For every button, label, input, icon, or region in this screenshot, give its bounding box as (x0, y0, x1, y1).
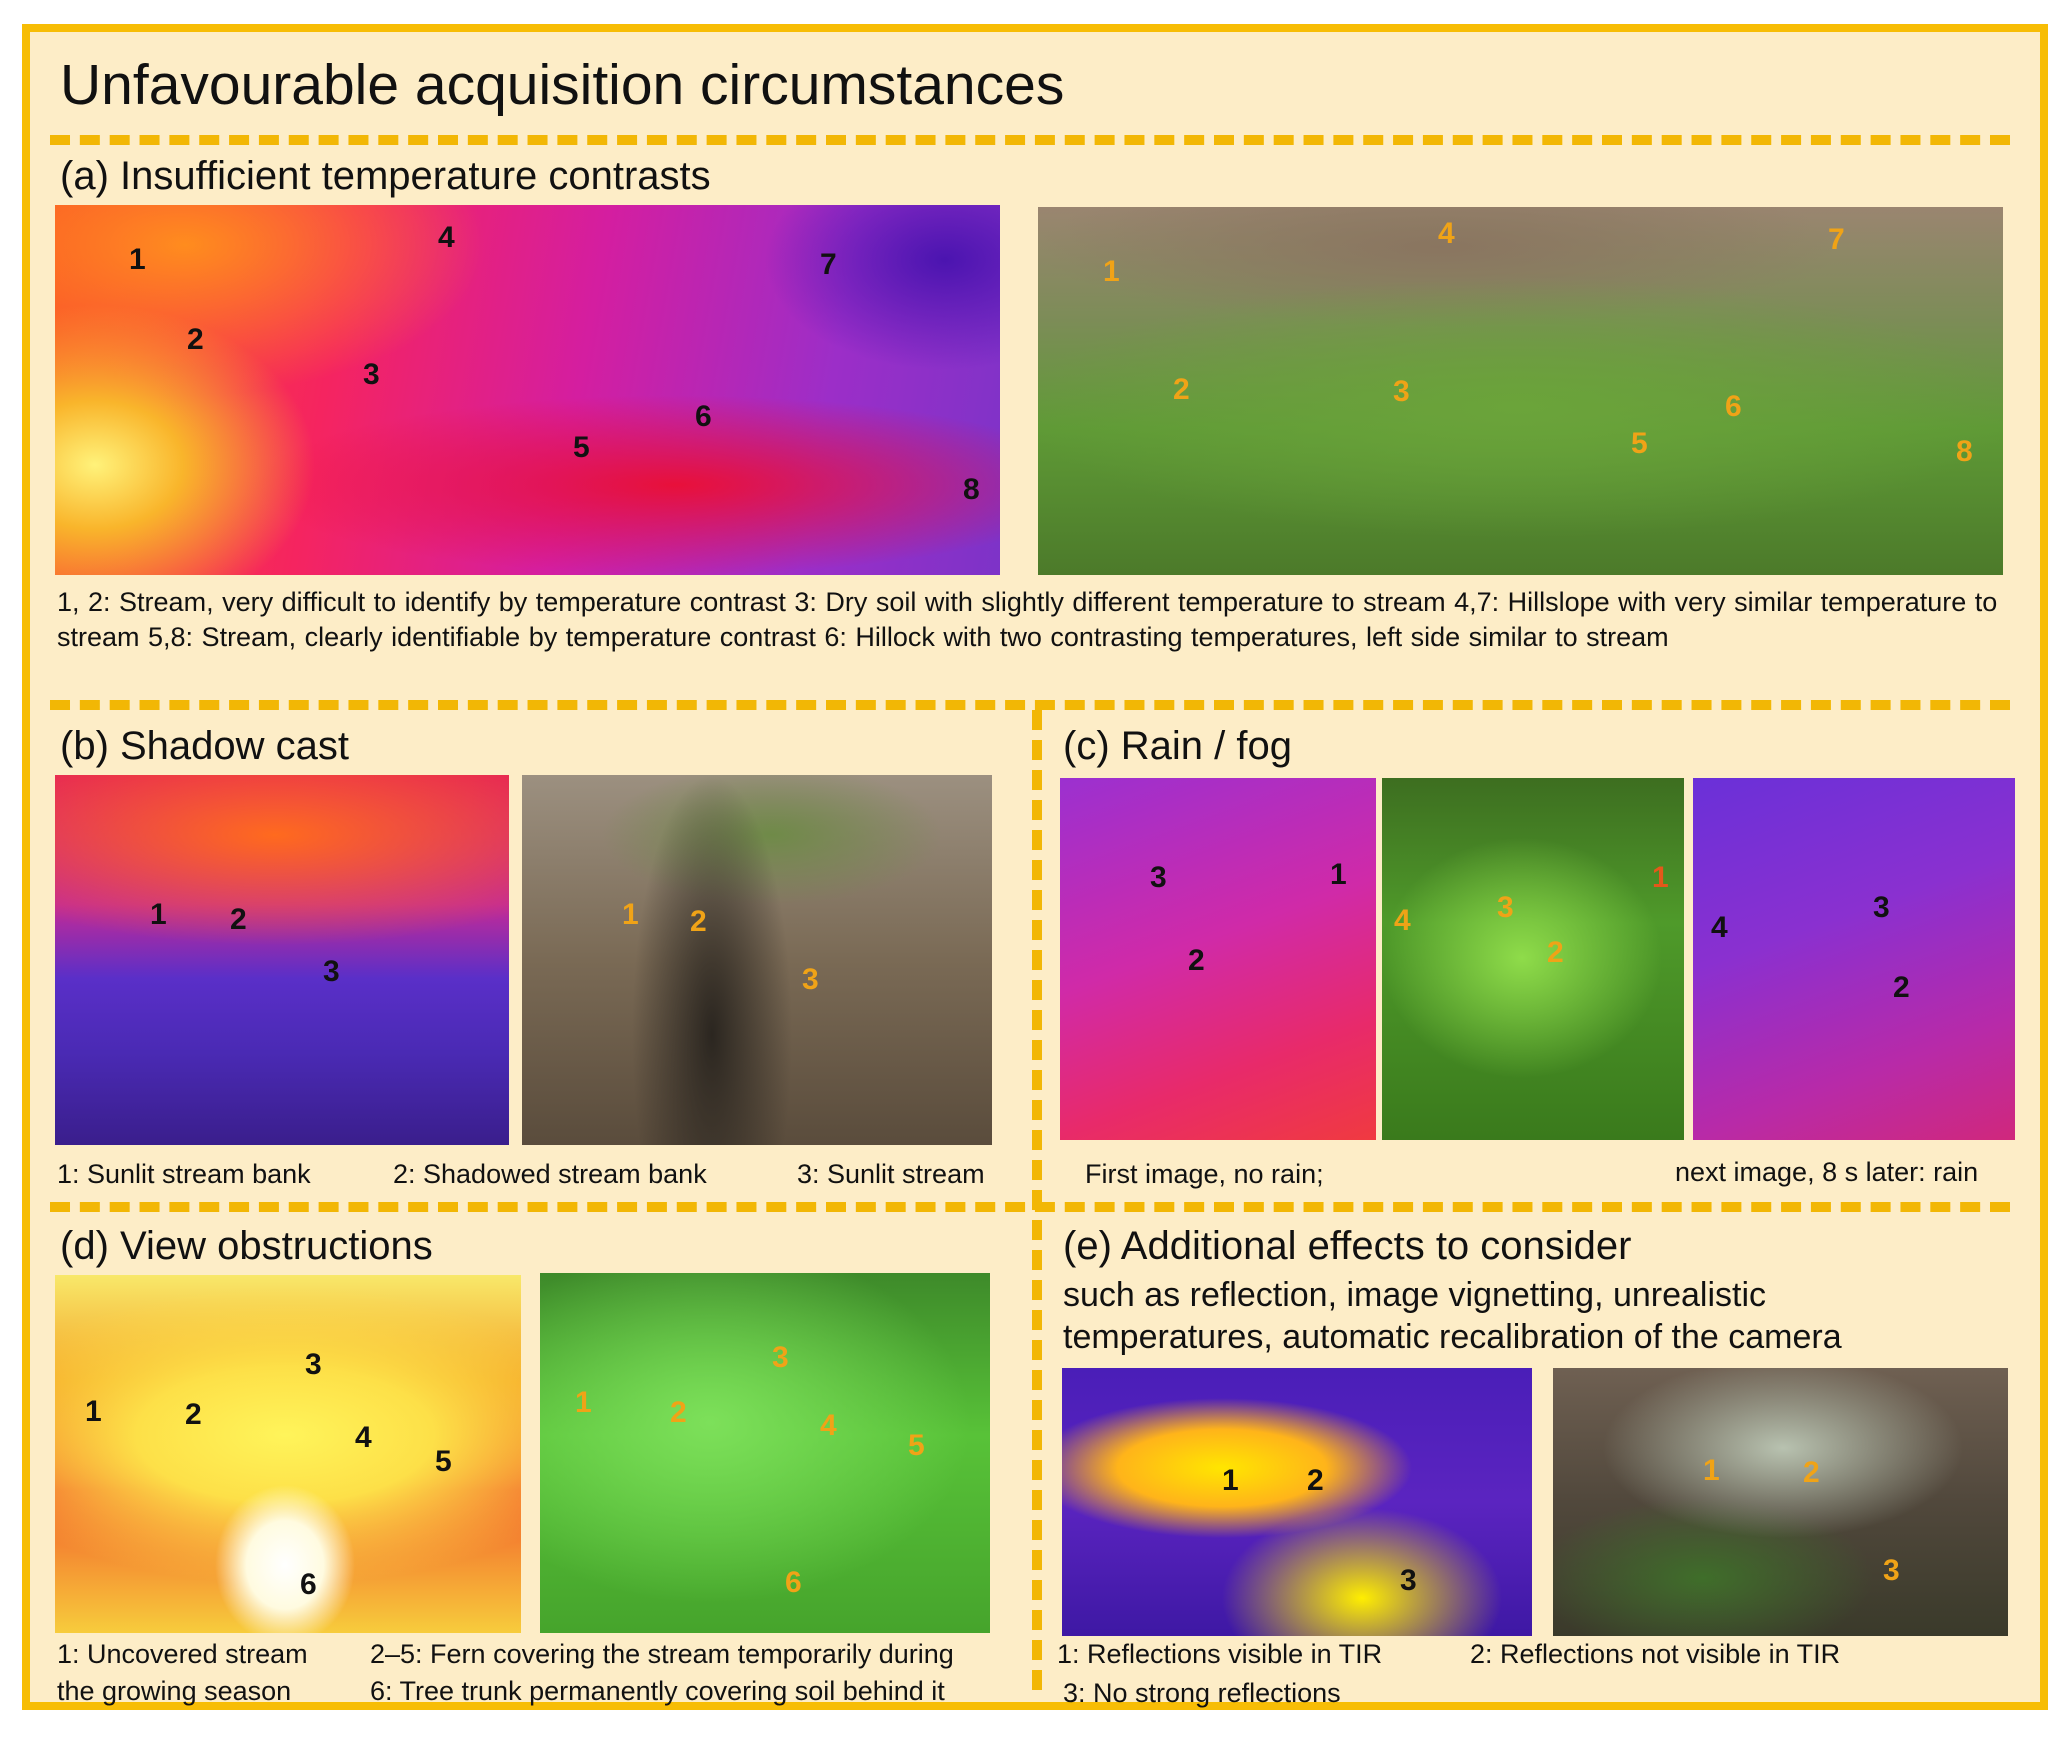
photo-c: 4 3 1 2 (1382, 778, 1684, 1140)
figure-title: Unfavourable acquisition circumstances (60, 53, 1065, 117)
caption-e-2: 2: Reflections not visible in TIR (1470, 1639, 1841, 1669)
label-2: 2 (1893, 971, 1910, 1004)
caption-c-right: next image, 8 s later: rain (1675, 1157, 1979, 1187)
caption-d-1a: 1: Uncovered stream (57, 1639, 308, 1669)
label-7: 7 (1828, 223, 1845, 256)
label-2: 2 (670, 1396, 687, 1429)
label-2: 2 (185, 1398, 202, 1431)
label-1: 1 (129, 243, 146, 276)
label-1: 1 (1703, 1454, 1720, 1487)
label-1: 1 (1222, 1464, 1239, 1497)
label-1: 1 (1652, 861, 1669, 894)
label-5: 5 (435, 1445, 452, 1478)
caption-e-1: 1: Reflections visible in TIR (1057, 1639, 1383, 1669)
label-2: 2 (1547, 936, 1564, 969)
label-2: 2 (1173, 373, 1190, 406)
caption-e-3: 3: No strong reflections (1063, 1678, 1341, 1708)
label-3: 3 (1883, 1554, 1900, 1587)
label-3: 3 (802, 963, 819, 996)
heading-c: (c) Rain / fog (1063, 724, 1292, 768)
label-5: 5 (1631, 427, 1648, 460)
caption-d-2a: 2–5: Fern covering the stream temporaril… (370, 1639, 954, 1669)
label-4: 4 (438, 221, 455, 254)
label-6: 6 (1725, 390, 1742, 423)
heading-e: (e) Additional effects to consider (1063, 1224, 1632, 1268)
photo-d: 1 2 3 4 5 6 (540, 1273, 990, 1633)
caption-b-3: 3: Sunlit stream (797, 1159, 985, 1189)
label-4: 4 (1394, 904, 1411, 937)
label-6: 6 (785, 1566, 802, 1599)
caption-b-2: 2: Shadowed stream bank (393, 1159, 707, 1189)
label-2: 2 (1803, 1456, 1820, 1489)
thermal-image-c-dry: 3 1 2 (1060, 778, 1376, 1140)
label-8: 8 (1956, 435, 1973, 468)
label-5: 5 (908, 1429, 925, 1462)
caption-d-1b: the growing season (57, 1676, 292, 1706)
separator-vertical (1032, 710, 1042, 1690)
caption-d-2b: 6: Tree trunk permanently covering soil … (370, 1676, 945, 1706)
label-4: 4 (355, 1421, 372, 1454)
photo-a: 1 2 3 4 5 6 7 8 (1038, 207, 2003, 575)
label-1: 1 (1330, 858, 1347, 891)
subheading-e: such as reflection, image vignetting, un… (1063, 1276, 1842, 1356)
label-4: 4 (820, 1409, 837, 1442)
separator-top (50, 135, 2010, 145)
caption-a: 1, 2: Stream, very difficult to identify… (57, 587, 1998, 652)
label-2: 2 (1188, 944, 1205, 977)
label-3: 3 (1873, 891, 1890, 924)
label-3: 3 (363, 358, 380, 391)
caption-c-left: First image, no rain; (1085, 1159, 1324, 1189)
heading-b: (b) Shadow cast (60, 724, 350, 768)
label-5: 5 (573, 431, 590, 464)
thermal-image-d: 1 2 3 4 5 6 (55, 1275, 521, 1633)
separator-middle (50, 700, 2010, 710)
label-2: 2 (187, 323, 204, 356)
label-8: 8 (963, 473, 980, 506)
heading-a: (a) Insufficient temperature contrasts (60, 154, 711, 198)
label-3: 3 (1150, 861, 1167, 894)
label-1: 1 (85, 1395, 102, 1428)
caption-b-1: 1: Sunlit stream bank (57, 1159, 311, 1189)
label-1: 1 (1103, 255, 1120, 288)
label-4: 4 (1438, 217, 1455, 250)
photo-e: 1 2 3 (1553, 1368, 2008, 1636)
thermal-image-b: 1 2 3 (55, 775, 509, 1145)
label-3: 3 (1400, 1564, 1417, 1597)
label-3: 3 (1497, 891, 1514, 924)
label-6: 6 (695, 400, 712, 433)
label-6: 6 (300, 1568, 317, 1601)
separator-lower (50, 1202, 2010, 1212)
label-2: 2 (230, 903, 247, 936)
label-1: 1 (622, 898, 639, 931)
label-1: 1 (150, 898, 167, 931)
label-3: 3 (772, 1341, 789, 1374)
thermal-image-a: 1 2 3 4 5 6 7 8 (55, 205, 1000, 575)
thermal-image-e: 1 2 3 (1062, 1368, 1532, 1636)
label-3: 3 (305, 1348, 322, 1381)
label-3: 3 (1393, 375, 1410, 408)
heading-d: (d) View obstructions (60, 1224, 433, 1268)
label-2: 2 (690, 905, 707, 938)
label-2: 2 (1307, 1464, 1324, 1497)
label-1: 1 (575, 1386, 592, 1419)
thermal-image-c-rain: 4 3 2 (1693, 778, 2015, 1140)
label-3: 3 (323, 955, 340, 988)
label-7: 7 (820, 248, 837, 281)
photo-b: 1 2 3 (522, 775, 992, 1145)
label-4: 4 (1711, 911, 1728, 944)
